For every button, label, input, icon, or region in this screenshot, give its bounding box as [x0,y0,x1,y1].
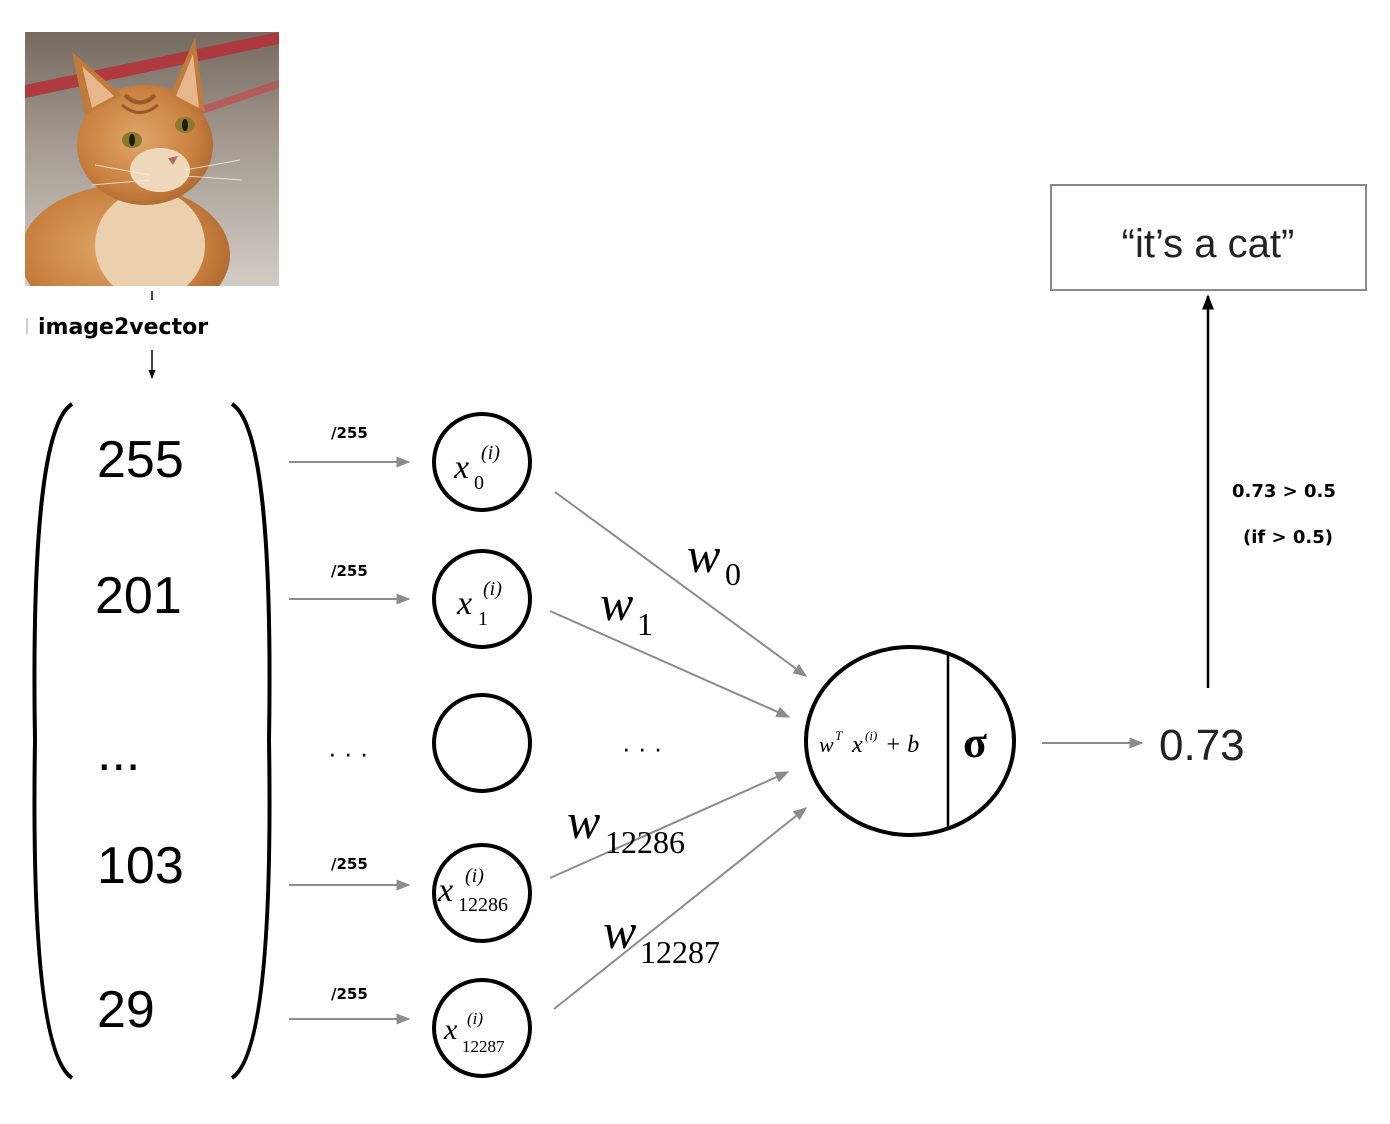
svg-text:x: x [443,1013,458,1046]
vector-entry: ... [97,724,140,782]
svg-text:(i): (i) [865,728,877,743]
input-node [432,978,532,1078]
svg-text:x: x [456,585,472,622]
svg-text:x: x [437,872,453,909]
svg-text:12287: 12287 [462,1037,505,1056]
connection-12286 [549,771,790,879]
svg-text:(i): (i) [483,578,502,600]
normalize-label: /255 [331,985,368,1003]
result-box [1050,184,1367,291]
svg-text:1: 1 [637,606,653,642]
input-label: x (i) 1 [456,578,502,630]
svg-text:(i): (i) [465,865,484,887]
normalize-arrows: /255 /255 /255 /255 [289,424,411,1025]
weight-labels: w 0 w 1 w 12286 w 12287 [567,527,741,970]
threshold-condition: (if > 0.5) [1243,527,1333,548]
neuron-body [804,645,1016,837]
svg-text:+ b: + b [885,732,919,758]
svg-text:w: w [600,575,633,631]
svg-text:12286: 12286 [605,824,685,860]
input-nodes: x (i) 0 x (i) 1 x (i) 12286 x (i) 12287 [432,412,532,1078]
sigmoid-symbol: σ [963,718,987,767]
image2vector-label: image2vector [38,315,208,340]
input-node [432,843,532,943]
weight-connections [549,491,808,1010]
linear-term: w T x (i) + b [819,728,919,758]
vector-entries: 255 201 ... 103 29 [95,431,184,1039]
weight-label: w 1 [600,575,653,642]
result-label: “it’s a cat” [1122,222,1295,266]
svg-text:w: w [687,527,720,583]
input-label: x (i) 12287 [443,1009,505,1056]
input-ellipsis: · · · [328,738,368,768]
svg-text:0: 0 [474,472,484,494]
normalize-label: /255 [331,562,368,580]
connection-1 [549,610,791,718]
svg-text:w: w [603,903,636,959]
svg-text:w: w [567,793,600,849]
normalize-label: /255 [331,424,368,442]
svg-text:T: T [835,728,843,743]
svg-text:12287: 12287 [640,934,720,970]
vector-entry: 255 [97,431,184,489]
svg-text:12286: 12286 [458,894,508,916]
weight-label: w 0 [687,527,741,592]
weight-ellipsis: · · · [622,733,662,763]
connection-0 [554,491,808,677]
vector-entry: 103 [97,837,184,895]
neuron: w T x (i) + b σ [804,645,1016,837]
input-label: x (i) 0 [453,442,500,494]
threshold-comparison: 0.73 > 0.5 [1232,481,1336,502]
input-node [432,412,532,512]
svg-text:(i): (i) [481,442,500,464]
svg-text:1: 1 [478,608,488,630]
svg-text:x: x [851,732,863,758]
vector-right-bracket [230,402,272,1080]
connection-12287 [553,807,808,1010]
svg-text:0: 0 [725,556,741,592]
cat-photo [25,32,279,286]
svg-text:(i): (i) [467,1009,483,1028]
input-label: x (i) 12286 [437,865,508,916]
svg-text:x: x [453,449,469,486]
svg-text:w: w [819,732,834,757]
normalize-label: /255 [331,855,368,873]
vector-entry: 29 [97,981,155,1039]
vector-left-bracket [32,402,74,1080]
output-value: 0.73 [1159,721,1245,770]
vector-entry: 201 [95,567,182,625]
weight-label: w 12286 [567,793,685,860]
input-node [432,549,532,649]
input-node [432,693,532,793]
weight-label: w 12287 [603,903,720,970]
